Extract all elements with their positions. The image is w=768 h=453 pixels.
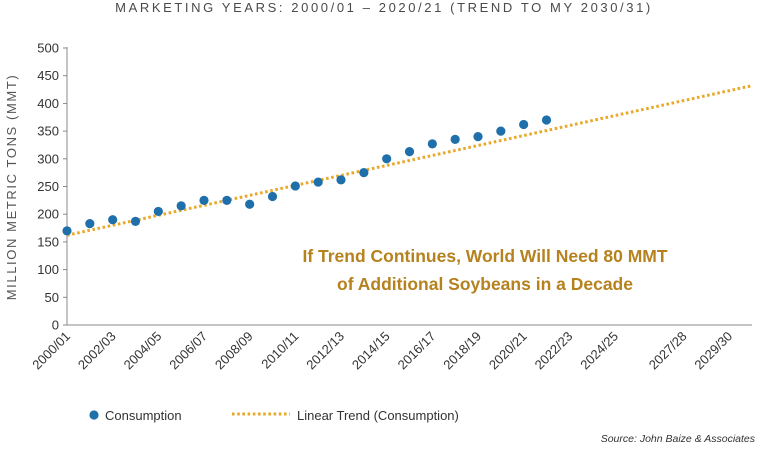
consumption-point <box>245 199 255 209</box>
consumption-point <box>427 139 437 149</box>
consumption-point <box>176 201 186 211</box>
y-tick-labels: 0 50 100 150 200 250 300 350 400 450 500 <box>37 41 59 333</box>
y-tick-label: 300 <box>37 151 59 166</box>
chart-subtitle: MARKETING YEARS: 2000/01 – 2020/21 (TREN… <box>115 0 653 15</box>
y-tick-label: 150 <box>37 234 59 249</box>
consumption-point <box>222 195 232 205</box>
y-tick-label: 250 <box>37 179 59 194</box>
consumption-point <box>473 132 483 142</box>
y-tick-label: 450 <box>37 68 59 83</box>
x-tick-label: 2027/28 <box>646 329 690 373</box>
x-tick-label: 2002/03 <box>75 329 119 373</box>
y-tick-label: 100 <box>37 262 59 277</box>
y-tick-label: 350 <box>37 124 59 139</box>
consumption-point <box>450 134 460 145</box>
x-tick-label: 2010/11 <box>258 329 301 372</box>
legend-trend-label: Linear Trend (Consumption) <box>297 408 459 423</box>
axes <box>63 47 752 326</box>
legend-consumption-marker <box>89 410 99 420</box>
consumption-point <box>199 195 209 205</box>
consumption-point <box>153 206 163 217</box>
consumption-point <box>519 119 529 130</box>
y-tick-label: 200 <box>37 207 59 222</box>
x-tick-label: 2018/19 <box>440 329 484 373</box>
consumption-series <box>62 115 552 236</box>
consumption-point <box>359 168 369 178</box>
consumption-point <box>336 175 346 185</box>
consumption-point <box>85 219 95 229</box>
x-tick-label: 2022/23 <box>532 329 576 373</box>
consumption-point <box>108 215 118 225</box>
x-tick-label: 2006/07 <box>166 329 210 373</box>
consumption-point <box>130 216 141 227</box>
source-note: Source: John Baize & Associates <box>601 433 756 445</box>
x-tick-label: 2004/05 <box>121 329 165 373</box>
x-tick-label: 2008/09 <box>212 329 256 373</box>
x-tick-label: 2020/21 <box>486 329 530 373</box>
consumption-point <box>382 154 392 164</box>
trend-line-series <box>66 84 753 237</box>
y-tick-label: 400 <box>37 96 59 111</box>
x-tick-label: 2014/15 <box>349 329 393 373</box>
y-tick-label: 0 <box>52 318 59 333</box>
x-tick-label: 2024/25 <box>577 329 621 373</box>
x-tick-labels: 2000/01 2002/03 2004/05 2006/07 2008/09 2010/… <box>29 329 735 373</box>
x-tick-label: 2012/13 <box>303 329 347 373</box>
legend-consumption-label: Consumption <box>105 408 182 423</box>
consumption-point <box>290 181 300 191</box>
consumption-point <box>313 177 323 187</box>
consumption-point <box>496 126 506 136</box>
legend: Consumption Linear Trend (Consumption) <box>89 408 459 423</box>
consumption-point <box>541 115 552 125</box>
annotation-line-2: of Additional Soybeans in a Decade <box>337 274 633 294</box>
x-tick-label: 2000/01 <box>29 329 73 373</box>
x-tick-label: 2029/30 <box>691 329 735 373</box>
y-tick-label: 500 <box>37 41 59 56</box>
consumption-point <box>404 146 415 157</box>
consumption-point <box>62 226 72 236</box>
annotation-line-1: If Trend Continues, World Will Need 80 M… <box>302 246 667 266</box>
trend-line <box>66 84 753 237</box>
y-tick-label: 50 <box>45 290 59 305</box>
consumption-point <box>267 191 278 202</box>
x-tick-label: 2016/17 <box>395 329 439 373</box>
y-axis-label: MILLION METRIC TONS (MMT) <box>4 74 19 301</box>
